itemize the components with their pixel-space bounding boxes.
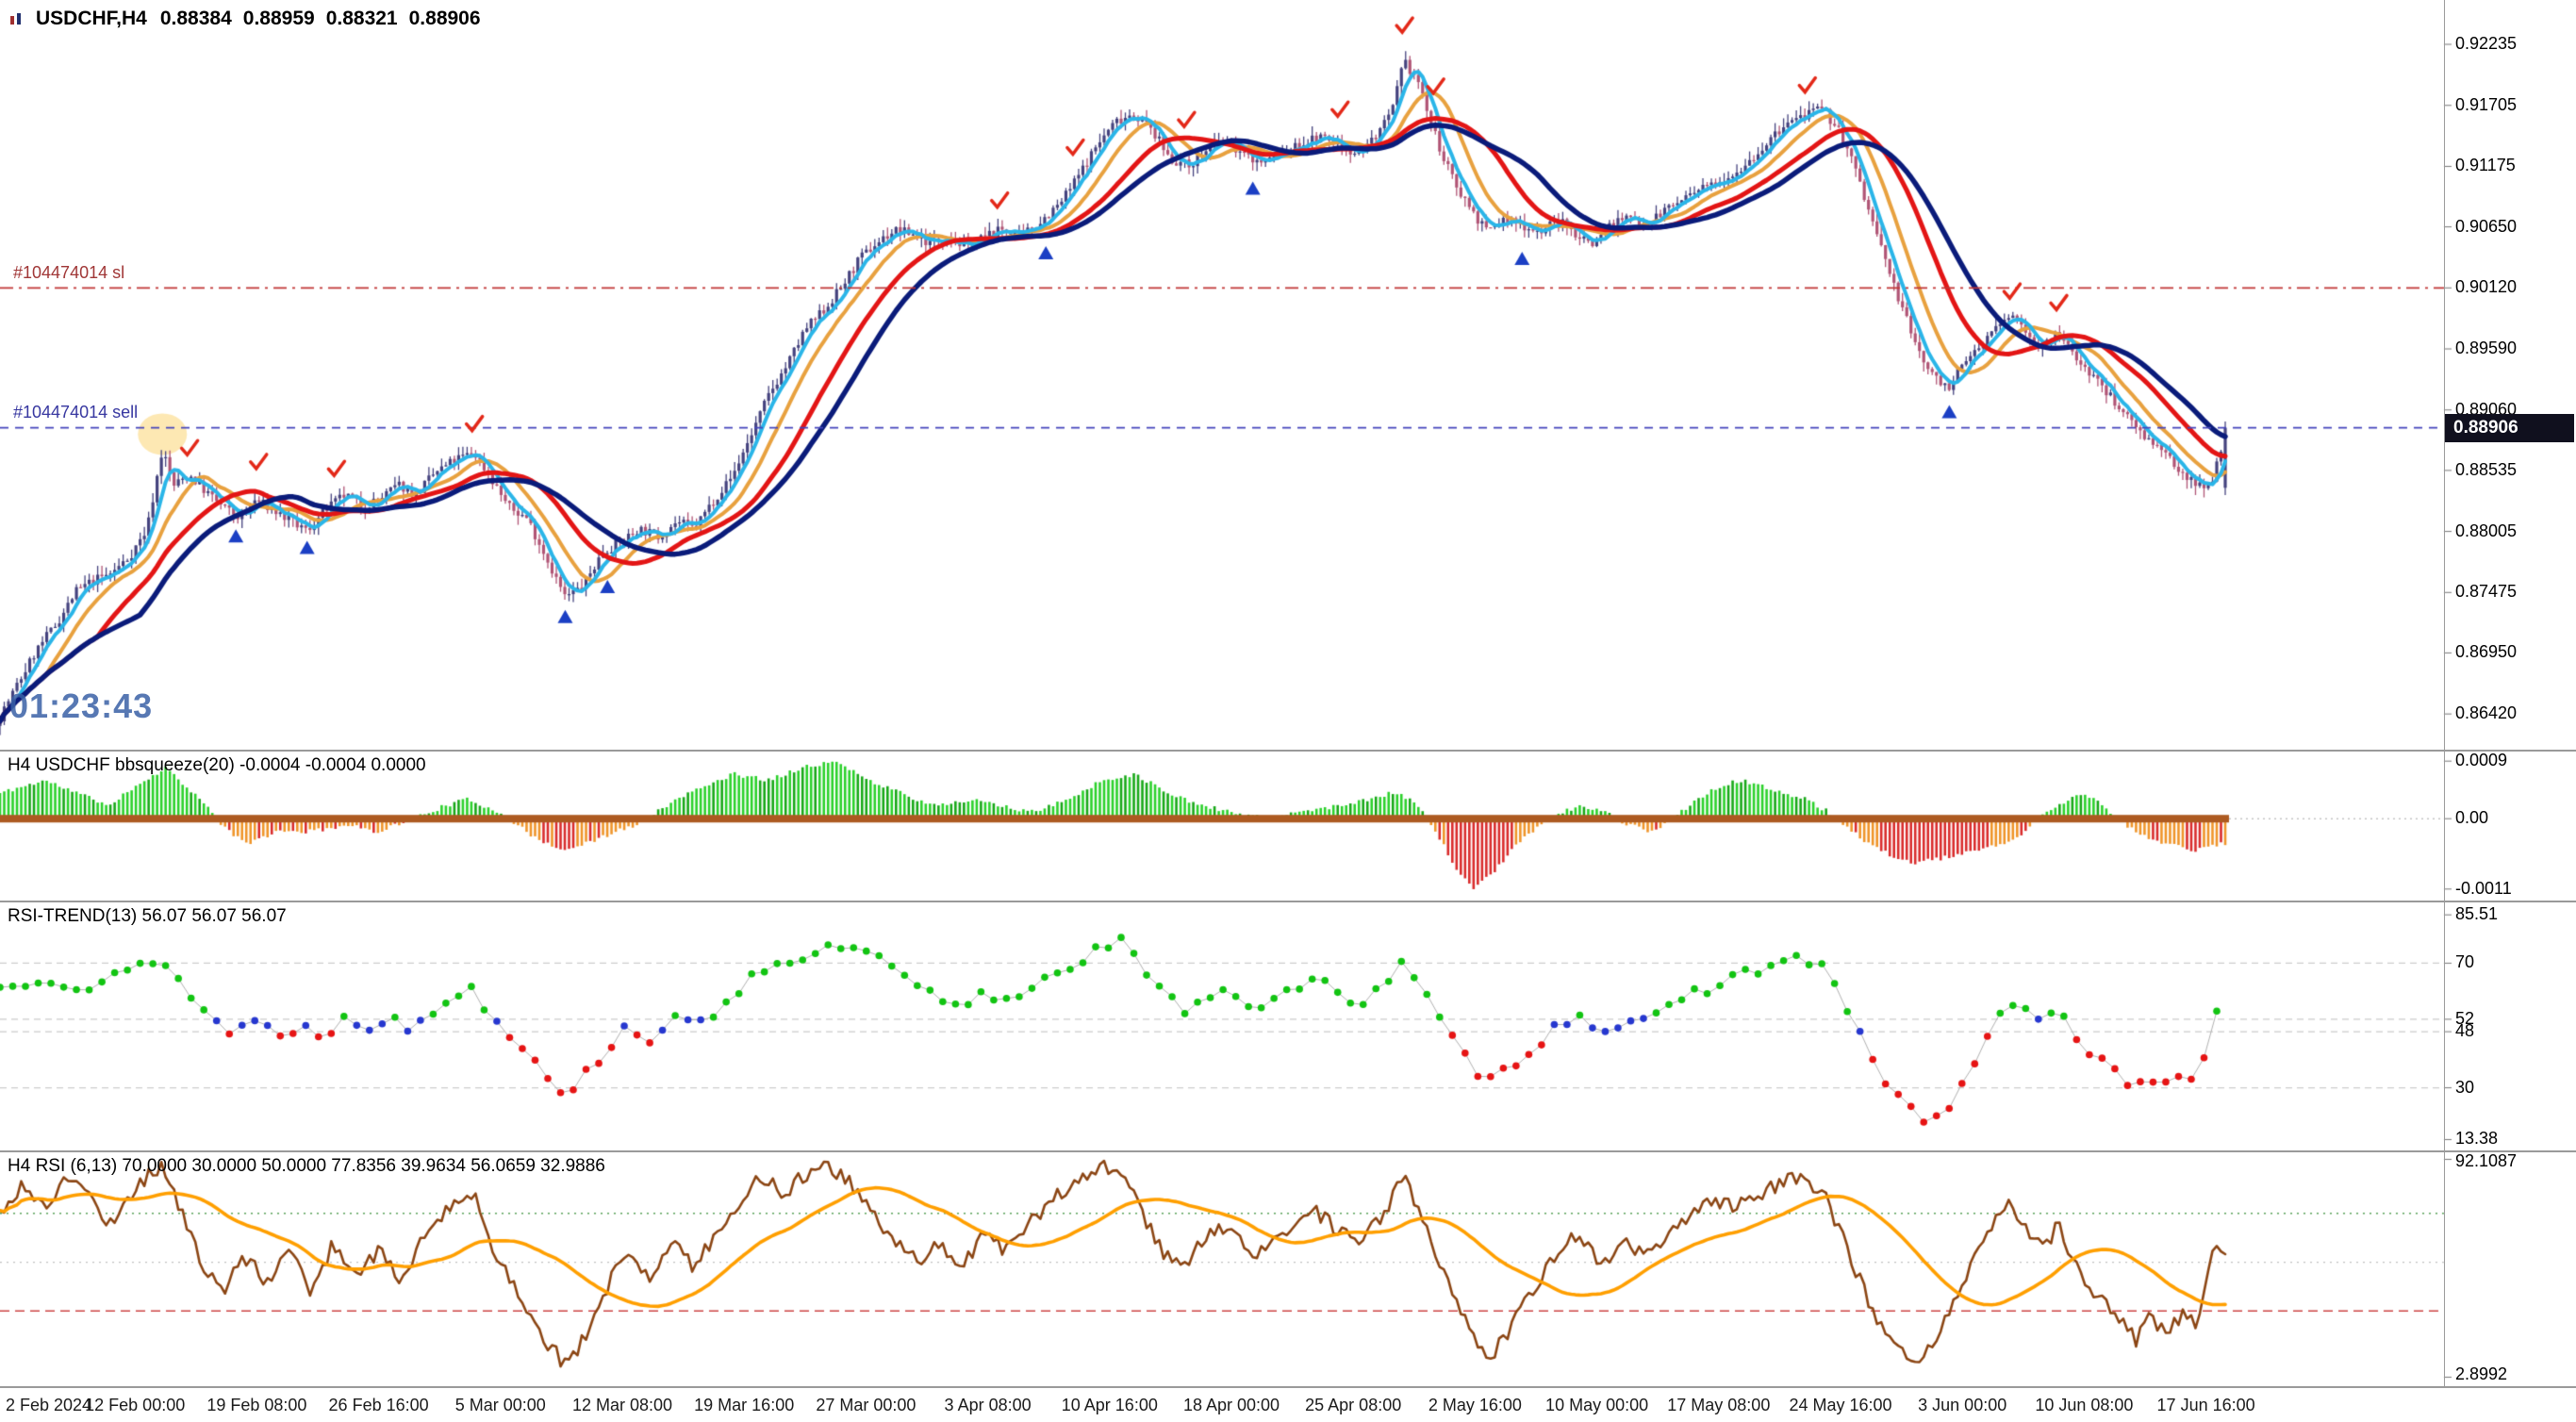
- rsi-indicator-label: H4 RSI (6,13) 70.0000 30.0000 50.0000 77…: [8, 1156, 605, 1176]
- time-axis-label: 10 May 00:00: [1545, 1396, 1649, 1414]
- price-tick-label: 0.00: [2455, 808, 2489, 828]
- current-price-tag: 0.88906: [2445, 413, 2574, 442]
- price-tick-label: 0.91705: [2455, 94, 2518, 114]
- time-axis-label: 26 Feb 16:00: [328, 1396, 429, 1414]
- price-tick-label: 92.1087: [2455, 1151, 2518, 1170]
- price-tick-label: 30: [2455, 1077, 2475, 1097]
- price-tick-label: 0.88005: [2455, 521, 2518, 540]
- panel-separator-rsi-timeaxis[interactable]: [0, 1386, 2576, 1388]
- price-tick-label: 0.88535: [2455, 459, 2518, 479]
- panel-separator-bbsqueeze-rsitrend[interactable]: [0, 901, 2576, 902]
- time-axis-label: 10 Jun 08:00: [2035, 1396, 2134, 1414]
- time-axis-label: 2 Feb 2024: [6, 1396, 92, 1414]
- price-tick-label: 0.86950: [2455, 642, 2518, 662]
- price-tick-label: 0.86420: [2455, 703, 2518, 723]
- price-tick-label: 70: [2455, 952, 2475, 972]
- panel-separator-main-bbsqueeze[interactable]: [0, 750, 2576, 752]
- price-tick-label: 13.38: [2455, 1129, 2499, 1149]
- price-tick-label: 48: [2455, 1021, 2475, 1041]
- time-axis-label: 25 Apr 08:00: [1305, 1396, 1402, 1414]
- ohlc-low: 0.88321: [325, 8, 398, 29]
- time-axis[interactable]: 2 Feb 2024 12 Feb 00:00 19 Feb 08:00 26 Feb…: [0, 1388, 2576, 1422]
- price-tick-label: 2.8992: [2455, 1364, 2508, 1383]
- rsitrend-indicator-label: RSI-TREND(13) 56.07 56.07 56.07: [8, 906, 287, 926]
- ohlc-close: 0.88906: [408, 8, 481, 29]
- time-axis-label: 2 May 16:00: [1428, 1396, 1522, 1414]
- price-tick-label: 0.0009: [2455, 751, 2508, 770]
- stoploss-line-label[interactable]: #104474014 sl: [13, 263, 125, 283]
- time-axis-label: 18 Apr 00:00: [1182, 1396, 1280, 1414]
- time-axis-label: 27 Mar 00:00: [816, 1396, 916, 1414]
- price-axis[interactable]: 0.92235 0.91705 0.91175 0.90650 0.90120 0.895…: [2444, 0, 2576, 1386]
- price-tick-label: 0.90650: [2455, 216, 2518, 236]
- time-axis-label: 19 Feb 08:00: [206, 1396, 307, 1414]
- price-tick-label: 0.92235: [2455, 34, 2518, 54]
- sell-order-line-label[interactable]: #104474014 sell: [13, 402, 139, 422]
- time-axis-label: 24 May 16:00: [1789, 1396, 1892, 1414]
- price-tick-label: 0.90120: [2455, 277, 2518, 297]
- time-axis-label: 12 Mar 08:00: [571, 1396, 673, 1414]
- symbol-timeframe: USDCHF,H4: [36, 8, 147, 29]
- price-tick-label: 0.91175: [2455, 156, 2516, 175]
- time-axis-label: 3 Jun 00:00: [1918, 1396, 2007, 1414]
- time-axis-label: 10 Apr 16:00: [1061, 1396, 1158, 1414]
- price-tick-label: 0.89590: [2455, 339, 2518, 358]
- time-axis-label: 5 Mar 00:00: [454, 1396, 546, 1414]
- price-tick-label: 52: [2455, 1008, 2475, 1028]
- time-axis-label: 17 May 08:00: [1667, 1396, 1771, 1414]
- ohlc-open: 0.88384: [159, 8, 232, 29]
- chart-title: USDCHF,H4 0.88384 0.88959 0.88321 0.8890…: [9, 8, 481, 30]
- ohlc-high: 0.88959: [242, 8, 315, 29]
- price-tick-label: 85.51: [2455, 904, 2499, 924]
- price-tick-label: -0.0011: [2455, 878, 2512, 898]
- price-tick-label: 0.87475: [2455, 582, 2518, 602]
- time-axis-label: 17 Jun 16:00: [2156, 1396, 2255, 1414]
- time-axis-label: 12 Feb 00:00: [85, 1396, 186, 1414]
- panel-separator-rsitrend-rsi[interactable]: [0, 1150, 2576, 1152]
- chart-icon: [9, 11, 25, 26]
- time-axis-label: 19 Mar 16:00: [694, 1396, 795, 1414]
- time-axis-label: 3 Apr 08:00: [944, 1396, 1032, 1414]
- bbsqueeze-indicator-label: H4 USDCHF bbsqueeze(20) -0.0004 -0.0004 …: [8, 755, 426, 775]
- candle-countdown-timer: 01:23:43: [9, 686, 154, 725]
- price-axis-border: [2444, 0, 2445, 1386]
